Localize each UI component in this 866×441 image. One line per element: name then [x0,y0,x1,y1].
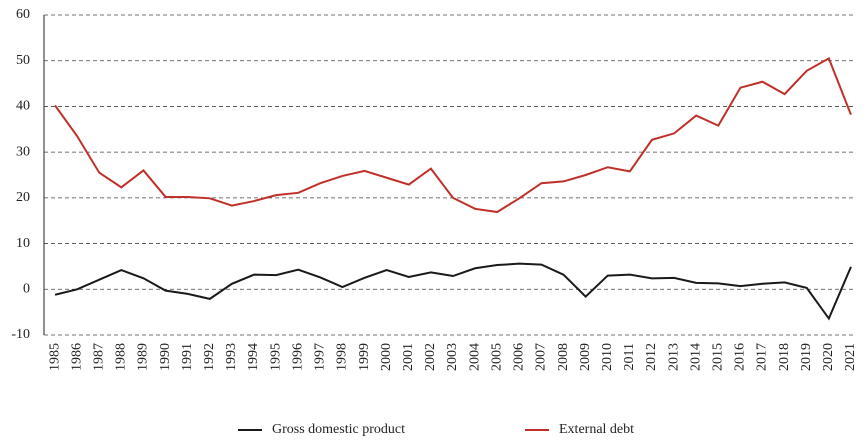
x-tick-label: 1993 [224,343,239,371]
x-tick-label: 1999 [357,343,372,371]
x-tick-label: 2001 [401,343,416,371]
x-tick-label: 2018 [777,343,792,371]
x-tick-label: 1991 [180,343,195,371]
x-tick-label: 2005 [489,343,504,371]
x-tick-label: 1994 [246,343,261,371]
x-tick-label: 1998 [335,343,350,371]
x-tick-label: 1986 [69,343,84,371]
x-tick-label: 2008 [556,343,571,371]
y-tick-label: 30 [16,144,30,159]
x-tick-label: 1987 [91,343,106,371]
x-tick-label: 2010 [600,343,615,371]
legend-label: Gross domestic product [272,422,405,437]
y-tick-label: 60 [16,7,30,22]
x-tick-label: 1985 [47,343,62,371]
y-tick-label: 40 [16,99,30,114]
x-tick-label: 1997 [313,343,328,371]
x-tick-label: 2012 [644,343,659,371]
line-series [54,262,852,321]
x-tick-label: 2016 [733,343,748,371]
y-tick-label: -10 [11,327,30,342]
x-tick-label: 1990 [158,343,173,371]
y-tick-label: 10 [16,236,30,251]
x-tick-label: 2017 [755,343,770,371]
x-tick-label: 1992 [202,343,217,371]
x-tick-label: 2020 [821,343,836,371]
x-tick-label: 2002 [423,343,438,371]
x-tick-label: 2009 [578,343,593,371]
x-tick-label: 1988 [114,343,129,371]
y-tick-label: 0 [23,282,30,297]
x-tick-label: 2004 [467,343,482,371]
y-tick-label: 20 [16,190,30,205]
x-tick-label: 2014 [688,343,703,371]
x-tick-label: 2000 [379,343,394,371]
x-tick-label: 1995 [268,343,283,371]
x-tick-label: 1996 [290,343,305,371]
x-tick-label: 2011 [622,343,637,370]
legend-label: External debt [559,422,634,437]
x-tick-label: 2006 [512,343,527,371]
x-tick-label: 2019 [799,343,814,371]
x-tick-label: 2013 [666,343,681,371]
x-tick-label: 2003 [445,343,460,371]
x-tick-label: 2021 [843,343,858,371]
y-tick-label: 50 [16,53,30,68]
line-series [54,56,852,214]
x-tick-label: 2015 [711,343,726,371]
x-tick-label: 1989 [136,343,151,371]
x-tick-label: 2007 [534,343,549,371]
